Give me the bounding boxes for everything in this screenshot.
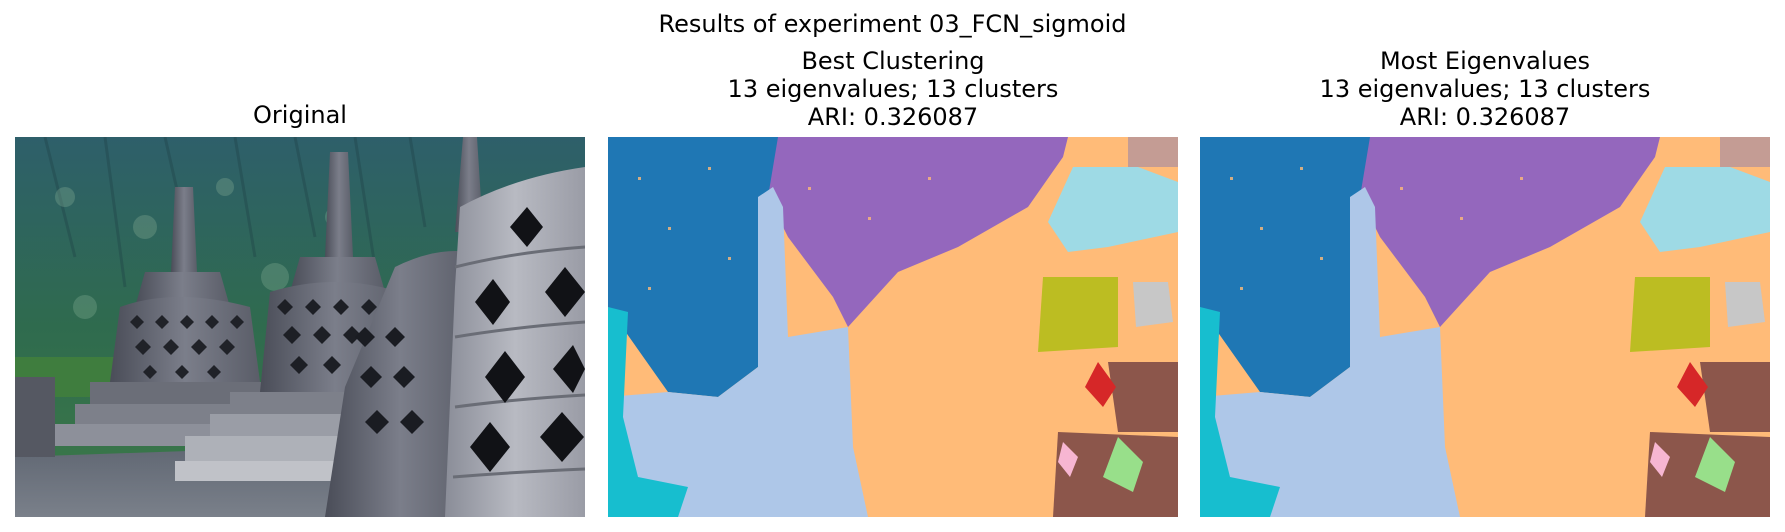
- panel-subtitle-most-eigenvalues-counts: 13 eigenvalues; 13 clusters: [1319, 75, 1651, 103]
- most-eigenvalues-segmentation-map: [1200, 137, 1770, 517]
- panel-subtitle-most-eigenvalues-ari: ARI: 0.326087: [1399, 103, 1571, 131]
- panel-subtitle-best-clustering-counts: 13 eigenvalues; 13 clusters: [727, 75, 1059, 103]
- panel-title-best-clustering-line1: Best Clustering: [801, 47, 985, 75]
- panel-original: Original: [15, 0, 585, 532]
- panel-title-original: Original: [253, 101, 347, 129]
- panel-title-most-eigenvalues-line1: Most Eigenvalues: [1379, 47, 1591, 75]
- best-clustering-segmentation-map: [608, 137, 1178, 517]
- figure-title: Results of experiment 03_FCN_sigmoid: [658, 10, 1127, 38]
- panel-best-clustering: Best Clustering 13 eigenvalues; 13 clust…: [608, 0, 1178, 532]
- panel-most-eigenvalues: Most Eigenvalues 13 eigenvalues; 13 clus…: [1200, 0, 1770, 532]
- panel-subtitle-best-clustering-ari: ARI: 0.326087: [807, 103, 979, 131]
- original-photo: [15, 137, 585, 517]
